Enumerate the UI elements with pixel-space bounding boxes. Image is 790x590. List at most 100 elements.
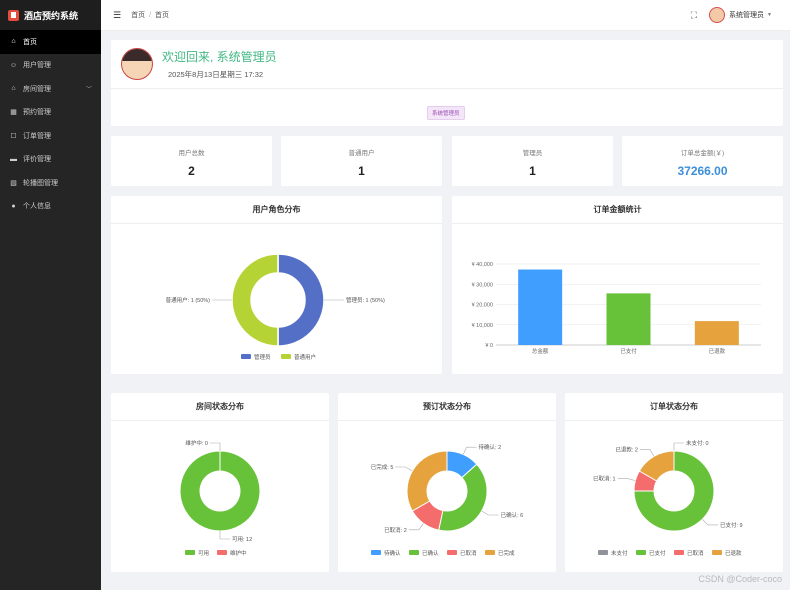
breadcrumb-separator: /: [149, 12, 152, 19]
sidebar-item-users[interactable]: ☺ 用户管理: [0, 54, 101, 78]
order-amount-chart: ¥ 0 ¥ 10,000 ¥ 20,000 ¥ 30,000 ¥ 40,000 总金额 已支…: [472, 262, 761, 355]
sidebar-menu: ⌂ 首页 ☺ 用户管理 ⌂ 房间管理 ﹀ ▦ 预约管理 ☐ 订单管理 ▬ 评价管理 ▧ 轮播图管…: [0, 30, 101, 218]
x-tick-label: 已退款: [709, 347, 726, 355]
app-brand[interactable]: 酒店预约系统: [0, 0, 101, 30]
avatar[interactable]: [709, 7, 726, 23]
stat-card-admins: 管理员 1: [452, 136, 613, 186]
sidebar-item-reviews[interactable]: ▬ 评价管理: [0, 148, 101, 172]
legend-label: 已取消: [687, 549, 704, 557]
room-status-chart: 可用: 12 维护中: 0 可用 维护中: [179, 439, 261, 557]
user-roles-chart: 管理员: 1 (50%) 普通用户: 1 (50%) 管理员 普通用户: [166, 253, 385, 361]
legend-swatch: [371, 550, 381, 555]
donut-slice: [277, 253, 325, 347]
slice-label: 已支付: 9: [720, 521, 743, 529]
sidebar-item-label: 房间管理: [23, 85, 51, 93]
bar: [606, 293, 651, 345]
sidebar-item-home[interactable]: ⌂ 首页: [0, 30, 101, 54]
label-line: [395, 466, 413, 472]
y-tick-label: ¥ 10,000: [472, 323, 493, 329]
legend-label: 已完成: [498, 549, 515, 557]
x-tick-label: 已支付: [620, 347, 637, 355]
person-icon: ●: [11, 202, 16, 210]
home-icon: ⌂: [11, 38, 16, 46]
image-icon: ▧: [10, 179, 17, 187]
label-line: [219, 531, 230, 540]
label-line: [702, 519, 718, 526]
stat-label: 订单总金额(￥): [680, 150, 725, 157]
slice-label: 待确认: 2: [479, 443, 502, 451]
chart-title: 房间状态分布: [111, 393, 329, 421]
stat-card-order-total: 订单总金额(￥) 37266.00: [622, 136, 783, 186]
caret-down-icon[interactable]: ▼: [767, 12, 772, 18]
label-line: [640, 449, 655, 457]
stat-card-normal-users: 普通用户 1: [281, 136, 442, 186]
slice-label: 未支付: 0: [686, 439, 709, 447]
breadcrumb-item: 首页: [155, 12, 170, 19]
comment-icon: ▬: [10, 155, 17, 163]
sidebar-item-label: 订单管理: [23, 132, 51, 140]
hotel-logo-icon: [8, 9, 19, 21]
welcome-title: 欢迎回来, 系统管理员: [162, 50, 277, 64]
chevron-down-icon: ﹀: [85, 87, 92, 94]
breadcrumb-item[interactable]: 首页: [131, 12, 146, 19]
chart-panel-user-roles: 用户角色分布 管理员: 1 (50%) 普通用户: 1 (50%) 管理员 普通用户: [111, 196, 442, 374]
app-title: 酒店预约系统: [24, 10, 79, 21]
chart-title: 预订状态分布: [338, 393, 556, 421]
legend-label: 已确认: [422, 549, 439, 557]
role-tag: 系统管理员: [427, 106, 465, 120]
chart-panel-reservation-status: 预订状态分布 待确认: 2 已确认: 6 已取消: 2 已完成: 5 待确认 已确认 已取消…: [338, 393, 556, 572]
stat-value: 2: [188, 164, 195, 178]
donut-slice: [438, 463, 488, 532]
sidebar-item-label: 首页: [23, 38, 37, 46]
legend-swatch: [409, 550, 419, 555]
legend-swatch: [674, 550, 684, 555]
legend-label: 维护中: [230, 549, 247, 557]
y-tick-label: ¥ 20,000: [472, 303, 493, 309]
sidebar-item-label: 预约管理: [23, 109, 51, 117]
donut-slice: [633, 450, 715, 532]
sidebar-item-orders[interactable]: ☐ 订单管理: [0, 124, 101, 148]
label-line: [210, 442, 221, 451]
sidebar-item-carousel[interactable]: ▧ 轮播图管理: [0, 171, 101, 195]
sidebar-item-label: 评价管理: [23, 156, 51, 164]
slice-label: 已取消: 1: [593, 475, 616, 483]
slice-label: 普通用户: 1 (50%): [166, 296, 210, 304]
label-line: [617, 478, 636, 481]
y-tick-label: ¥ 0: [485, 343, 493, 349]
chart-title: 用户角色分布: [111, 196, 442, 224]
menu-toggle-icon[interactable]: ☰: [113, 9, 122, 20]
sidebar-item-profile[interactable]: ● 个人信息: [0, 195, 101, 219]
user-name[interactable]: 系统管理员: [729, 12, 765, 19]
bar: [518, 269, 563, 345]
chart-panel-order-status: 订单状态分布 未支付: 0 已支付: 9 已取消: 1 已退款: 2 未支付 已支付 已取消…: [565, 393, 783, 572]
stat-card-total-users: 用户总数 2: [111, 136, 272, 186]
donut-slice: [406, 450, 448, 512]
donut-slice: [638, 450, 675, 482]
sidebar-item-rooms[interactable]: ⌂ 房间管理 ﹀: [0, 77, 101, 101]
legend-label: 已支付: [649, 549, 666, 557]
donut-slice: [179, 450, 261, 532]
sidebar-item-reservations[interactable]: ▦ 预约管理: [0, 101, 101, 125]
slice-label: 已取消: 2: [384, 526, 407, 534]
slice-label: 已完成: 5: [371, 463, 394, 471]
legend-label: 普通用户: [294, 353, 316, 361]
donut-slice: [231, 253, 279, 347]
stat-value: 37266.00: [677, 164, 728, 178]
legend-label: 待确认: [384, 549, 401, 557]
house-icon: ⌂: [11, 85, 16, 93]
stat-label: 用户总数: [178, 150, 205, 157]
slice-label: 已退款: 2: [615, 445, 638, 453]
legend-label: 已退款: [725, 549, 742, 557]
label-line: [408, 523, 424, 531]
y-tick-label: ¥ 40,000: [472, 262, 493, 268]
legend-swatch: [485, 550, 495, 555]
bar: [694, 321, 739, 345]
fullscreen-icon[interactable]: ⛶: [690, 9, 698, 20]
reservation-status-chart: 待确认: 2 已确认: 6 已取消: 2 已完成: 5 待确认 已确认 已取消 已完成: [371, 443, 523, 557]
calendar-icon: ▦: [10, 109, 17, 117]
welcome-datetime: 2025年8月13日星期三 17:32: [168, 70, 264, 79]
sidebar: 酒店预约系统 ⌂ 首页 ☺ 用户管理 ⌂ 房间管理 ﹀ ▦ 预约管理 ☐ 订单管理 ▬ 评价管…: [0, 0, 101, 590]
legend-swatch: [241, 354, 251, 359]
legend-swatch: [281, 354, 291, 359]
top-bar: ☰ 首页 / 首页 ⛶ 系统管理员 ▼: [101, 0, 790, 31]
